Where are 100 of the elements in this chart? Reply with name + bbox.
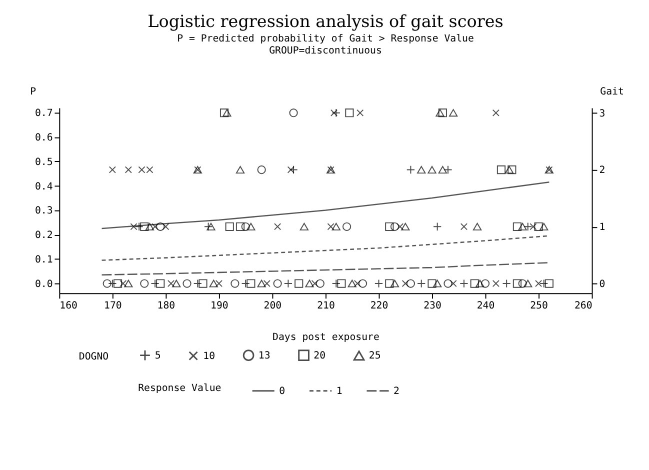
legend-label: 10 xyxy=(203,350,216,362)
point xyxy=(530,223,537,230)
y-tick-label: 0.4 xyxy=(34,181,53,192)
point xyxy=(438,166,447,174)
point xyxy=(273,279,282,288)
x-tick-label: 190 xyxy=(210,300,228,312)
point xyxy=(492,280,500,288)
legend-label: 0 xyxy=(279,386,286,397)
chart-title: Logistic regression analysis of gait scores xyxy=(148,10,504,31)
y-tick-label: 0.0 xyxy=(34,278,53,290)
x-tick-label: 200 xyxy=(264,300,282,312)
y2-tick-label: 3 xyxy=(599,108,606,120)
point xyxy=(145,222,154,230)
point xyxy=(396,223,404,230)
point xyxy=(534,222,543,231)
line-series xyxy=(101,235,550,261)
y2-tick-label: 1 xyxy=(599,222,606,234)
point xyxy=(444,279,452,288)
point xyxy=(492,109,500,116)
point xyxy=(524,280,532,288)
text: DOGNO xyxy=(78,351,109,362)
point xyxy=(222,109,232,117)
point xyxy=(354,280,361,288)
legend-label: 20 xyxy=(314,350,326,362)
point xyxy=(428,279,436,288)
y-axis-title: P xyxy=(30,86,36,98)
text: Response Value xyxy=(138,382,222,394)
y-tick-label: 0.1 xyxy=(34,254,53,266)
point xyxy=(385,279,394,288)
point xyxy=(120,280,127,288)
point xyxy=(263,280,270,288)
y-tick-label: 0.6 xyxy=(34,132,53,144)
point xyxy=(311,280,318,288)
point xyxy=(130,223,138,230)
point xyxy=(508,165,516,174)
point xyxy=(436,109,444,117)
point xyxy=(113,279,122,288)
x-tick-label: 250 xyxy=(530,300,548,312)
y-tick-label: 0.7 xyxy=(34,108,53,120)
point xyxy=(246,279,256,288)
point xyxy=(342,222,352,231)
point xyxy=(209,280,218,288)
line-series xyxy=(101,182,550,230)
point xyxy=(460,223,468,230)
point xyxy=(358,279,368,288)
point xyxy=(241,222,250,231)
point xyxy=(182,279,192,288)
point xyxy=(512,222,522,231)
point xyxy=(337,279,346,288)
point xyxy=(330,109,338,116)
point xyxy=(152,223,159,230)
point xyxy=(356,109,364,116)
point xyxy=(246,222,256,230)
point xyxy=(534,280,542,288)
point xyxy=(433,280,442,288)
x-tick-label: 220 xyxy=(370,300,388,312)
point xyxy=(476,280,484,288)
point xyxy=(225,222,234,231)
point xyxy=(108,166,116,174)
legend-label: 5 xyxy=(154,350,161,362)
point xyxy=(496,165,506,174)
point xyxy=(518,222,527,230)
legend-label: 1 xyxy=(336,386,342,397)
point xyxy=(236,222,245,231)
point xyxy=(156,279,165,288)
point xyxy=(406,279,416,288)
legend-label: 2 xyxy=(394,386,400,397)
point xyxy=(289,108,298,118)
x-tick-label: 210 xyxy=(317,300,335,312)
legend-label: 13 xyxy=(258,350,270,362)
x-tick-label: 230 xyxy=(424,300,442,312)
point xyxy=(401,222,410,230)
point xyxy=(450,280,457,288)
point xyxy=(385,222,394,231)
point xyxy=(428,166,436,174)
point xyxy=(140,279,149,288)
point xyxy=(124,166,132,174)
point xyxy=(504,166,514,174)
point xyxy=(512,279,522,288)
point xyxy=(470,279,479,288)
point xyxy=(345,108,354,118)
point xyxy=(402,280,409,288)
point xyxy=(162,223,170,230)
point xyxy=(327,223,334,230)
legend-label: 25 xyxy=(368,350,381,362)
point xyxy=(236,166,245,174)
point xyxy=(274,223,282,230)
x-tick-label: 240 xyxy=(476,300,495,312)
text: GROUP=discontinuous xyxy=(269,46,382,57)
line-series xyxy=(101,262,550,276)
point xyxy=(198,279,208,288)
y-tick-label: 0.3 xyxy=(34,206,53,217)
point xyxy=(348,280,356,288)
point xyxy=(480,279,490,288)
point xyxy=(294,279,304,288)
x-axis-title: Days post exposure xyxy=(272,332,380,344)
x-tick-label: 170 xyxy=(104,300,122,312)
point xyxy=(417,166,426,174)
point xyxy=(390,280,400,288)
point xyxy=(449,109,458,117)
